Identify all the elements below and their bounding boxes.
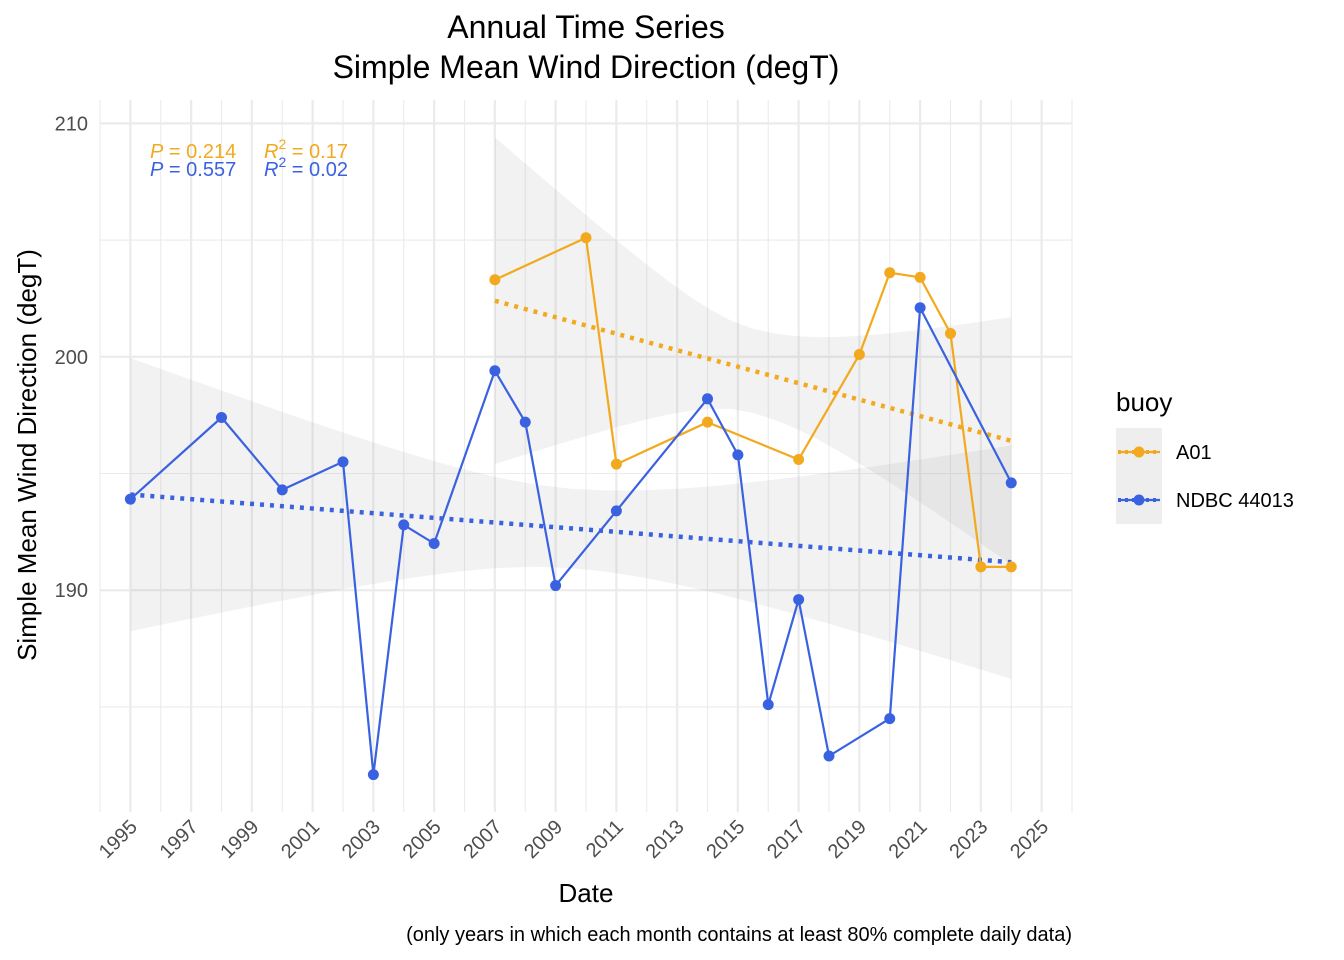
- p-value-label: P = 0.557: [150, 159, 236, 181]
- data-point: [276, 484, 288, 496]
- y-axis-ticks: 190 200 210: [55, 113, 88, 602]
- data-point: [884, 267, 896, 279]
- x-tick-label: 2011: [582, 816, 628, 862]
- data-point: [337, 456, 349, 468]
- x-axis-title: Date: [559, 878, 614, 908]
- r-squared-label: R2 = 0.02: [264, 154, 348, 181]
- data-point: [914, 302, 926, 314]
- regression-stats: P = 0.214 R2 = 0.17 P = 0.557 R2 = 0.02: [150, 136, 348, 181]
- x-tick-label: 1995: [95, 816, 142, 863]
- data-series: [124, 232, 1017, 781]
- p-value-label: P = 0.214: [150, 141, 236, 163]
- data-point: [550, 580, 562, 592]
- confidence-band: [494, 137, 1012, 565]
- data-point: [1005, 561, 1017, 573]
- data-point: [702, 416, 713, 428]
- chart-title: Annual Time Series: [447, 9, 724, 45]
- data-point: [489, 274, 501, 286]
- chart-subtitle: Simple Mean Wind Direction (degT): [333, 49, 840, 85]
- trend-lines: [130, 298, 1012, 565]
- x-tick-label: 2013: [642, 816, 689, 863]
- x-axis-ticks: 1995 1997 1999 2001 2003 2005 2007 2009 2011 2013…: [95, 816, 1053, 863]
- data-point: [914, 271, 926, 283]
- data-point: [793, 454, 805, 466]
- series-group: [124, 302, 1017, 781]
- legend-title: buoy: [1116, 387, 1172, 417]
- legend: buoy A01 NDBC 44013: [1116, 387, 1294, 524]
- data-point: [428, 538, 440, 550]
- x-tick-label: 2003: [338, 816, 385, 863]
- data-point: [367, 769, 379, 781]
- x-tick-label: 2005: [399, 816, 446, 863]
- r-squared-label: R2 = 0.17: [264, 136, 348, 163]
- y-tick-label: 210: [55, 113, 88, 135]
- data-point: [489, 365, 501, 377]
- x-tick-label: 2021: [885, 816, 932, 863]
- data-point: [762, 699, 774, 711]
- data-point: [610, 505, 622, 517]
- x-tick-label: 2001: [277, 816, 324, 863]
- y-tick-label: 200: [55, 347, 88, 369]
- data-point: [823, 750, 835, 762]
- x-tick-label: 2015: [702, 816, 749, 863]
- x-tick-label: 1999: [216, 816, 263, 863]
- data-point: [793, 594, 805, 606]
- x-tick-label: 2019: [824, 816, 871, 863]
- data-point: [884, 713, 896, 725]
- confidence-band: [130, 358, 1012, 679]
- chart-caption: (only years in which each month contains…: [406, 924, 1072, 946]
- x-tick-label: 2023: [945, 816, 992, 863]
- data-point: [398, 519, 410, 531]
- data-point: [732, 449, 744, 461]
- data-point: [580, 232, 592, 244]
- x-tick-label: 2007: [459, 816, 506, 863]
- confidence-bands: [130, 137, 1012, 679]
- trend-line: [130, 492, 1012, 565]
- data-point: [610, 458, 622, 470]
- data-point: [519, 416, 531, 428]
- y-axis-title: Simple Mean Wind Direction (degT): [12, 249, 42, 661]
- x-tick-label: 2025: [1006, 816, 1053, 863]
- series-group: [489, 232, 1017, 573]
- x-tick-label: 1997: [156, 816, 203, 863]
- x-tick-label: 2017: [763, 816, 810, 863]
- data-point: [216, 411, 227, 423]
- data-point: [124, 493, 136, 505]
- legend-key-point: [1133, 494, 1145, 506]
- data-point: [975, 561, 987, 573]
- data-point: [702, 393, 713, 405]
- data-point: [853, 348, 865, 360]
- legend-label: NDBC 44013: [1176, 490, 1294, 512]
- data-point: [1005, 477, 1017, 489]
- data-point: [945, 327, 956, 339]
- x-tick-label: 2009: [520, 816, 567, 863]
- legend-key-point: [1133, 446, 1145, 458]
- legend-label: A01: [1176, 442, 1212, 464]
- y-tick-label: 190: [55, 580, 88, 602]
